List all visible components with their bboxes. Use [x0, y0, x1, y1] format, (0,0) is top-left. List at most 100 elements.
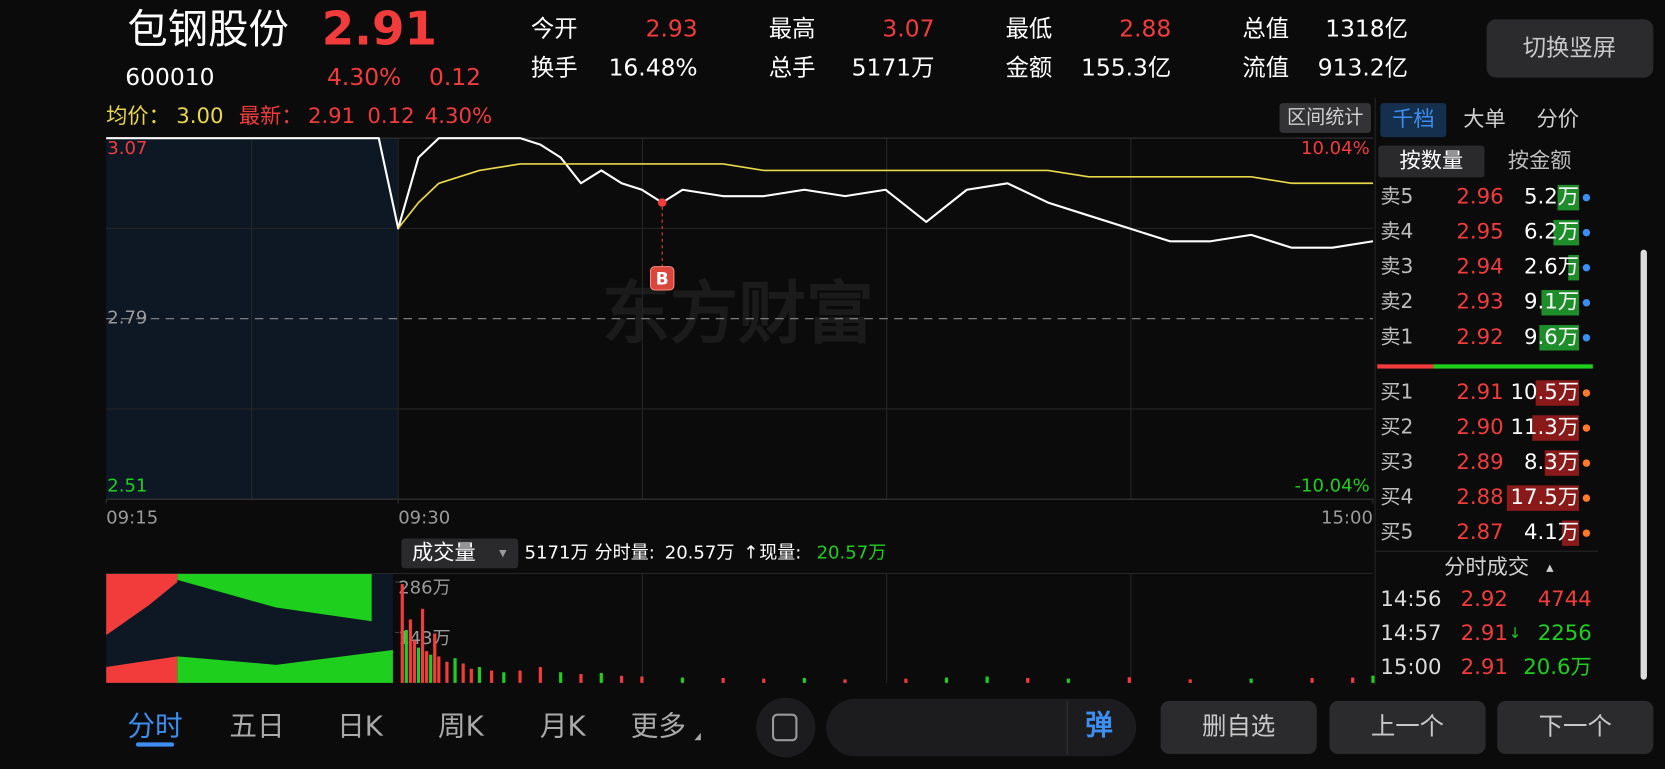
- more-triangle: [694, 732, 701, 741]
- book-volume: 2.6万: [1524, 255, 1579, 280]
- stat-label: 总手: [769, 54, 816, 82]
- avg-label: 均价：: [106, 104, 170, 129]
- book-volume-bar: [1535, 380, 1579, 406]
- trade-time: 14:56: [1380, 587, 1441, 612]
- period-tab[interactable]: 五日: [229, 709, 284, 742]
- action-button-label[interactable]: 上一个: [1371, 711, 1444, 740]
- book-dot: [1582, 228, 1591, 237]
- stock-name: 包钢股份: [127, 6, 288, 53]
- volume-bar: [1310, 677, 1314, 683]
- volume-bar: [453, 658, 457, 683]
- book-price: 2.95: [1456, 220, 1503, 245]
- volume-direction: ↑: [743, 542, 758, 563]
- toggle-button-label[interactable]: 切换竖屏: [1523, 33, 1616, 61]
- stock-price: 2.91: [322, 2, 437, 56]
- volume-bar: [429, 654, 433, 683]
- trade-volume: 2256: [1538, 621, 1592, 646]
- trade-time: 15:00: [1380, 655, 1441, 680]
- stat-label: 流值: [1242, 54, 1289, 82]
- comment-input[interactable]: [826, 698, 1137, 757]
- action-button[interactable]: [1497, 700, 1654, 755]
- book-volume-bar: [1562, 520, 1579, 546]
- volume-bar: [400, 584, 404, 683]
- y2-tick-label: 10.04%: [1301, 138, 1370, 159]
- current-volume: 20.57万: [817, 542, 887, 563]
- book-price: 2.94: [1456, 255, 1503, 280]
- book-volume-bar: [1539, 325, 1579, 351]
- book-level: 卖3: [1380, 254, 1413, 278]
- book-tab[interactable]: 大单: [1463, 107, 1505, 132]
- minute-volume-label: 分时量:: [595, 542, 655, 563]
- note-icon[interactable]: [771, 713, 798, 742]
- volume-bar: [461, 663, 465, 683]
- indicator-name[interactable]: 成交量: [412, 540, 476, 565]
- indicator-selector[interactable]: [401, 538, 519, 569]
- volume-bar: [1188, 679, 1192, 683]
- period-tab[interactable]: 分时: [127, 709, 182, 742]
- danmaku-toggle[interactable]: 弹: [1085, 708, 1113, 741]
- volume-bar: [1351, 677, 1355, 683]
- y-tick-label: 3.07: [107, 138, 147, 159]
- last-value: 2.91: [308, 104, 355, 129]
- book-tab[interactable]: 分价: [1537, 107, 1579, 132]
- range-stats-label[interactable]: 区间统计: [1287, 105, 1363, 128]
- annotation-badge[interactable]: [649, 266, 675, 291]
- period-tab[interactable]: 周K: [438, 709, 485, 742]
- action-button-label[interactable]: 下一个: [1539, 711, 1612, 740]
- book-volume-bar: [1506, 485, 1579, 511]
- price-line: [106, 137, 1374, 249]
- trade-price: 2.91: [1461, 655, 1508, 680]
- watermark: 东方财富: [602, 275, 874, 354]
- spread-bar-red: [1377, 364, 1434, 369]
- action-button[interactable]: [1329, 700, 1486, 755]
- last-label: 最新：: [239, 104, 303, 129]
- volume-bar: [477, 667, 482, 683]
- book-volume: 10.5万: [1511, 380, 1579, 405]
- book-volume: 17.5万: [1511, 485, 1579, 510]
- note-icon-bg[interactable]: [756, 697, 816, 758]
- book-dot: [1582, 529, 1591, 537]
- stat-label: 今开: [531, 14, 578, 42]
- volume-bar: [412, 640, 417, 683]
- book-volume: 9.1万: [1524, 290, 1579, 315]
- action-button-label[interactable]: 删自选: [1202, 711, 1275, 740]
- annotation-label[interactable]: B: [656, 269, 669, 289]
- book-dot: [1582, 263, 1591, 272]
- volume-total: 5171万: [525, 542, 589, 563]
- y-tick-label: 2.51: [107, 475, 147, 496]
- volume-bar: [599, 673, 603, 683]
- indicator-arrow[interactable]: ▾: [499, 543, 507, 561]
- stock-code: 600010: [125, 63, 214, 91]
- book-dot: [1582, 424, 1591, 432]
- trade-price: 2.92: [1461, 587, 1508, 612]
- volume-bar: [619, 675, 624, 683]
- book-volume: 6.2万: [1524, 220, 1579, 245]
- book-volume: 4.1万: [1524, 520, 1579, 545]
- book-subtab[interactable]: 按金额: [1508, 149, 1572, 174]
- y-tick-label: 286万: [398, 577, 451, 598]
- volume-bar: [680, 677, 685, 683]
- volume-bar: [416, 647, 421, 683]
- trade-volume: 20.6万: [1523, 655, 1591, 680]
- period-tab[interactable]: 月K: [540, 709, 587, 742]
- trades-arrow[interactable]: ▴: [1546, 558, 1554, 576]
- book-level: 买1: [1380, 379, 1413, 403]
- x-tick-label: 09:15: [106, 507, 158, 528]
- trades-title[interactable]: 分时成交: [1444, 555, 1529, 580]
- x-tick-label: 09:30: [398, 507, 450, 528]
- volume-bar: [1371, 675, 1375, 683]
- range-stats-button[interactable]: [1279, 103, 1371, 133]
- period-tab[interactable]: 日K: [337, 709, 384, 742]
- book-subtab[interactable]: 按数量: [1400, 149, 1464, 174]
- book-tab[interactable]: 千档: [1392, 107, 1434, 132]
- auction-block: [106, 656, 178, 683]
- tab-underline: [135, 742, 175, 747]
- stat-value: 2.93: [646, 14, 698, 42]
- period-tab[interactable]: 更多: [631, 709, 686, 742]
- toggle-button[interactable]: [1486, 19, 1654, 78]
- volume-bar: [579, 674, 583, 683]
- action-button[interactable]: [1160, 700, 1317, 755]
- current-volume-label: 现量:: [759, 542, 801, 563]
